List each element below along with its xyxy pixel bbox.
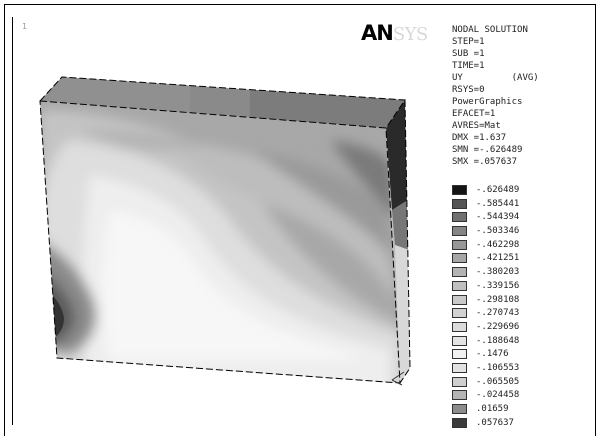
legend-value: -.503346	[476, 226, 520, 237]
legend-swatch	[452, 212, 467, 223]
legend-value: -.298108	[476, 294, 520, 305]
legend-value: -.024458	[476, 390, 520, 401]
legend-value: -.188648	[476, 335, 520, 346]
legend-value: -.544394	[476, 212, 520, 223]
front-face	[40, 101, 400, 383]
legend-swatch	[452, 349, 467, 360]
viewport-left-border	[12, 17, 13, 425]
legend-value: -.1476	[476, 349, 509, 360]
info-step: STEP=1	[452, 37, 485, 47]
legend-swatch	[452, 376, 467, 387]
info-powergraphics: PowerGraphics	[452, 97, 523, 107]
ansys-logo-an: AN	[361, 21, 394, 45]
info-title: NODAL SOLUTION	[452, 25, 528, 35]
legend-value: .01659	[476, 404, 509, 414]
info-smx: SMX =.057637	[452, 157, 518, 167]
ansys-logo-sys: SYS	[392, 24, 429, 45]
viewport-number: 1	[22, 22, 27, 31]
info-sub: SUB =1	[452, 49, 485, 59]
legend-value: -.462298	[476, 239, 520, 250]
legend-swatch	[452, 335, 467, 346]
info-avres: AVRES=Mat	[452, 121, 501, 131]
solution-info: NODAL SOLUTION STEP=1 SUB =1 TIME=1 UY (…	[452, 24, 539, 168]
legend-value: -.106553	[476, 362, 520, 373]
legend-swatch	[452, 404, 467, 414]
legend-value: -.229696	[476, 321, 520, 332]
info-rsys: RSYS=0	[452, 85, 485, 95]
legend-swatch	[452, 362, 467, 373]
info-dmx: DMX =1.637	[452, 133, 507, 143]
graphics-window-border	[4, 4, 596, 436]
legend-swatch	[452, 267, 467, 278]
legend-swatch	[452, 321, 467, 332]
legend-value: -.270743	[476, 308, 520, 319]
legend-swatch	[452, 226, 467, 237]
legend-swatch	[452, 280, 467, 291]
info-smn: SMN =-.626489	[452, 145, 523, 155]
model-edges	[39, 76, 411, 384]
legend-swatch	[452, 185, 467, 195]
legend-value: -.421251	[476, 253, 520, 264]
legend-swatch	[452, 417, 467, 428]
legend-value: -.065505	[476, 376, 520, 387]
legend-swatch	[452, 239, 467, 250]
ansys-logo: ANSYS	[361, 21, 429, 45]
legend-swatch	[452, 390, 467, 401]
info-time: TIME=1	[452, 61, 485, 71]
legend-value: -.380203	[476, 267, 520, 278]
legend-swatch	[452, 198, 467, 209]
legend-value: -.339156	[476, 280, 520, 291]
legend-swatch	[452, 294, 467, 305]
legend-swatch	[452, 308, 467, 319]
legend-swatch	[452, 253, 467, 264]
info-efacet: EFACET=1	[452, 109, 496, 119]
legend-value: -.626489	[476, 185, 520, 195]
triad-icon	[391, 371, 405, 386]
legend-value: -.585441	[476, 198, 520, 209]
info-result-item: UY (AVG)	[452, 73, 539, 83]
legend-value: .057637	[476, 417, 514, 428]
